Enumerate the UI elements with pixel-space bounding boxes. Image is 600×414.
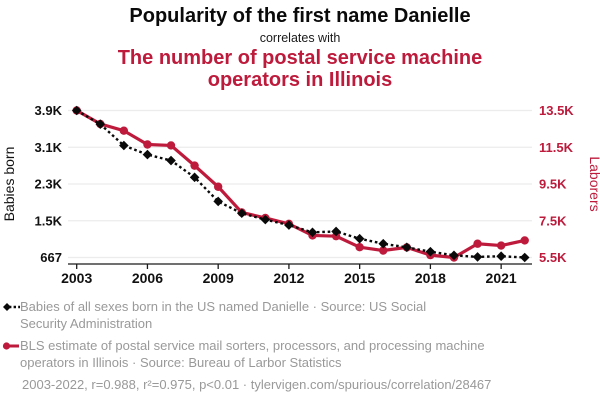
svg-text:2006: 2006: [132, 270, 163, 286]
black-diamond-dashed-icon: [3, 303, 20, 311]
svg-text:13.5K: 13.5K: [539, 103, 574, 118]
svg-text:2021: 2021: [486, 270, 517, 286]
svg-text:Laborers: Laborers: [587, 156, 600, 211]
svg-text:2009: 2009: [203, 270, 234, 286]
legend: Babies of all sexes born in the US named…: [0, 288, 600, 393]
svg-text:2003: 2003: [61, 270, 92, 286]
correlates-with-label: correlates with: [259, 31, 341, 45]
svg-text:Babies born: Babies born: [1, 147, 17, 222]
svg-text:1.5K: 1.5K: [35, 213, 63, 228]
svg-text:2012: 2012: [273, 270, 304, 286]
svg-text:5.5K: 5.5K: [539, 250, 567, 265]
legend-label-danielle-line1: Babies of all sexes born in the US named…: [20, 299, 427, 314]
svg-text:3.9K: 3.9K: [35, 103, 63, 118]
legend-label-danielle-line2: Security Administration: [20, 316, 153, 331]
svg-text:2018: 2018: [415, 270, 446, 286]
correlation-line-chart: 3.9K 13.5K 3.1K 11.5K 2.3K 9.5K 1.5K 7.5K 667 5.5…: [1, 103, 600, 286]
primary-title: Popularity of the first name Danielle: [129, 5, 471, 27]
secondary-title: The number of postal service machine ope…: [117, 47, 483, 91]
legend-label-bls: BLS estimate of postal service mail sort…: [20, 337, 485, 371]
legend-item-danielle: Babies of all sexes born in the US named…: [2, 298, 600, 332]
svg-text:667: 667: [40, 250, 62, 265]
legend-label-danielle: Babies of all sexes born in the US named…: [20, 298, 426, 332]
svg-text:2015: 2015: [344, 270, 375, 286]
svg-text:7.5K: 7.5K: [539, 213, 567, 228]
legend-item-bls: BLS estimate of postal service mail sort…: [2, 337, 600, 371]
legend-label-bls-line1: BLS estimate of postal service mail sort…: [20, 338, 485, 353]
red-circle-solid-icon: [2, 342, 19, 350]
chart-area: 3.9K 13.5K 3.1K 11.5K 2.3K 9.5K 1.5K 7.5K 667 5.5…: [0, 93, 600, 288]
svg-text:2.3K: 2.3K: [35, 177, 63, 192]
stats-footer: 2003-2022, r=0.988, r²=0.975, p<0.01 · t…: [22, 377, 492, 392]
chart-header: Popularity of the first name Danielle co…: [0, 0, 600, 91]
svg-text:3.1K: 3.1K: [35, 140, 63, 155]
legend-label-bls-line2: operators in Illinois · Source: Bureau o…: [20, 355, 342, 370]
svg-text:9.5K: 9.5K: [539, 177, 567, 192]
svg-text:11.5K: 11.5K: [539, 140, 574, 155]
